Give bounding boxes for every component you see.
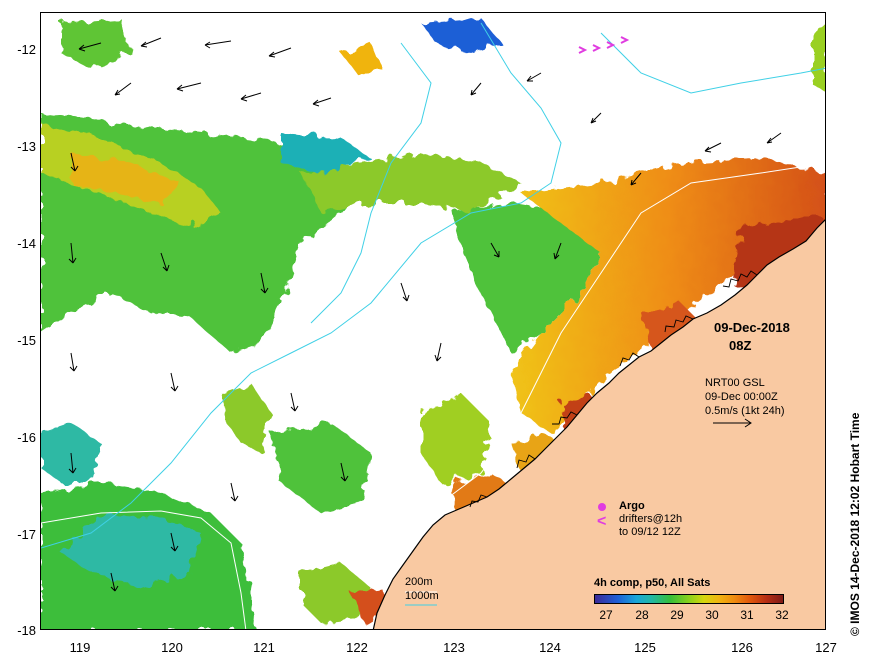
x-tick-label: 124 — [539, 640, 561, 655]
current-scale-arrow — [713, 418, 752, 428]
colorbar-title: 4h comp, p50, All Sats — [594, 577, 711, 589]
current-time: 09-Dec 00:00Z — [705, 391, 778, 403]
y-tick-label: -14 — [17, 236, 36, 251]
x-tick-label: 120 — [161, 640, 183, 655]
isobath-200m — [41, 162, 825, 629]
sst-patches — [41, 18, 825, 629]
drifter-marker-icon: < — [597, 513, 607, 530]
y-tick-label: -18 — [17, 623, 36, 638]
coastline-detail — [469, 270, 758, 508]
sst-map — [40, 12, 826, 630]
y-tick-label: -12 — [17, 42, 36, 57]
x-tick-label: 127 — [815, 640, 837, 655]
x-tick-label: 121 — [253, 640, 275, 655]
argo-label: Argo — [619, 500, 645, 512]
map-date: 09-Dec-2018 — [714, 320, 790, 335]
argo-marker-icon — [598, 503, 606, 511]
x-tick-label: 123 — [443, 640, 465, 655]
sst-colorbar — [594, 594, 784, 604]
drifter-track — [578, 36, 630, 54]
drifters-label: drifters@12h — [619, 513, 683, 525]
isobath-1000m-label: 1000m — [405, 590, 439, 602]
colorbar-tick: 31 — [740, 608, 754, 622]
imos-credit: © IMOS 14-Dec-2018 12:02 Hobart Time — [848, 412, 862, 636]
isobath-200m-label: 200m — [405, 576, 433, 588]
colorbar-tick: 27 — [599, 608, 613, 622]
x-tick-label: 125 — [634, 640, 656, 655]
y-tick-label: -17 — [17, 527, 36, 542]
current-product: NRT00 GSL — [705, 377, 765, 389]
current-scale: 0.5m/s (1kt 24h) — [705, 405, 785, 417]
isobath-1000m — [41, 22, 825, 549]
y-tick-label: -13 — [17, 139, 36, 154]
land-mass — [372, 219, 825, 629]
x-tick-label: 126 — [731, 640, 753, 655]
y-tick-label: -16 — [17, 430, 36, 445]
current-vectors — [68, 37, 782, 592]
colorbar-tick: 32 — [775, 608, 789, 622]
colorbar-tick: 30 — [705, 608, 719, 622]
sst-map-canvas — [41, 18, 825, 629]
x-tick-label: 119 — [69, 640, 91, 655]
colorbar-tick: 29 — [670, 608, 684, 622]
colorbar-tick: 28 — [635, 608, 649, 622]
drifters-to-label: to 09/12 12Z — [619, 526, 681, 538]
x-tick-label: 122 — [346, 640, 368, 655]
y-tick-label: -15 — [17, 333, 36, 348]
map-time: 08Z — [729, 338, 752, 353]
